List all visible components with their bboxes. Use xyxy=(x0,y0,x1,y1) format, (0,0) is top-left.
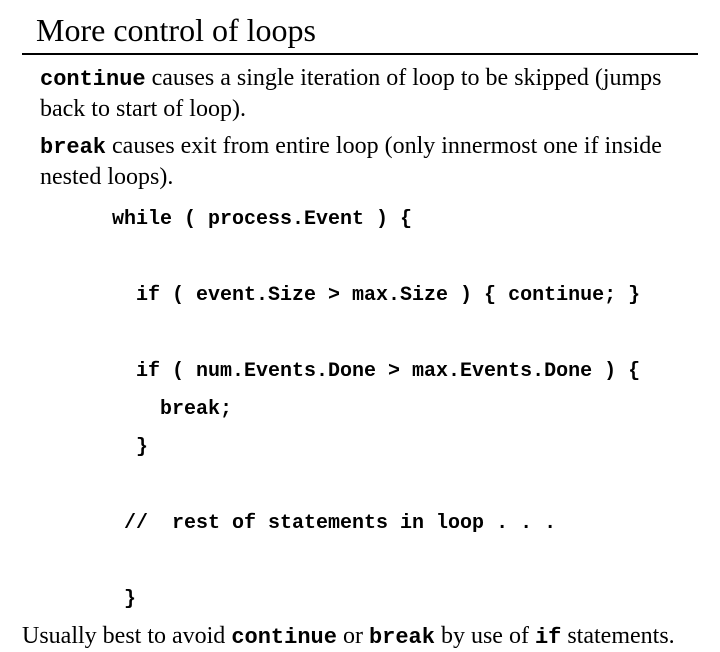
keyword-continue: continue xyxy=(40,67,146,92)
paragraph-continue: continue causes a single iteration of lo… xyxy=(22,63,698,125)
slide: More control of loops continue causes a … xyxy=(0,0,720,652)
footer-text-3: by use of xyxy=(435,623,535,649)
paragraph-break-text: causes exit from entire loop (only inner… xyxy=(40,133,662,190)
keyword-break: break xyxy=(40,135,106,160)
slide-body: continue causes a single iteration of lo… xyxy=(22,63,698,652)
code-block: while ( process.Event ) { if ( event.Siz… xyxy=(112,201,698,619)
footer-keyword-continue: continue xyxy=(231,625,337,650)
title-underline xyxy=(22,53,698,55)
footer-keyword-break: break xyxy=(369,625,435,650)
slide-title: More control of loops xyxy=(36,12,698,51)
paragraph-break: break causes exit from entire loop (only… xyxy=(22,131,698,193)
footer-text-4: statements. xyxy=(561,623,674,649)
footer-text-2: or xyxy=(337,623,369,649)
footer-text-1: Usually best to avoid xyxy=(22,623,231,649)
footer-paragraph: Usually best to avoid continue or break … xyxy=(22,621,698,652)
footer-keyword-if: if xyxy=(535,625,561,650)
